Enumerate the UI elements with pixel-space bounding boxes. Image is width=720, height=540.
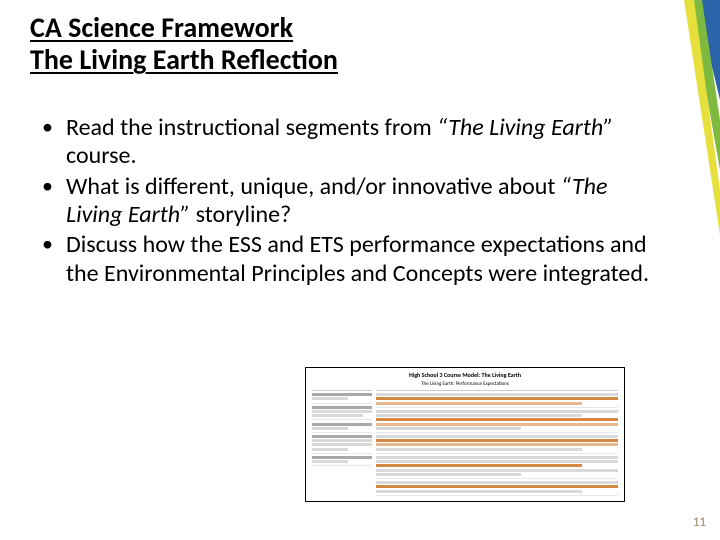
bullet-text-pre: Discuss how the ESS and ETS performance … xyxy=(66,230,649,287)
bullet-text-pre: Read the instructional segments from xyxy=(66,113,437,142)
bullet-item: Read the instructional segments from “Th… xyxy=(34,114,660,171)
thumbnail-grid xyxy=(312,390,618,498)
bullet-item: Discuss how the ESS and ETS performance … xyxy=(34,231,660,288)
corner-accent xyxy=(672,0,720,540)
thumbnail-title: High School 3 Course Model: The Living E… xyxy=(312,371,618,379)
bullet-text-post: storyline? xyxy=(190,200,291,229)
bullet-item: What is different, unique, and/or innova… xyxy=(34,173,660,230)
slide-body: Read the instructional segments from “Th… xyxy=(34,114,660,290)
slide-title: CA Science Framework The Living Earth Re… xyxy=(30,12,680,76)
thumbnail-subtitle: The Living Earth: Performance Expectatio… xyxy=(312,381,618,387)
bullet-text-pre: What is different, unique, and/or innova… xyxy=(66,172,561,201)
table-thumbnail: High School 3 Course Model: The Living E… xyxy=(305,367,625,502)
bullet-text-post: course. xyxy=(66,141,137,170)
page-number: 11 xyxy=(693,515,706,530)
title-line-1: CA Science Framework xyxy=(30,12,680,44)
bullet-text-em: “The Living Earth” xyxy=(437,113,613,142)
title-line-2: The Living Earth Reflection xyxy=(30,44,680,76)
